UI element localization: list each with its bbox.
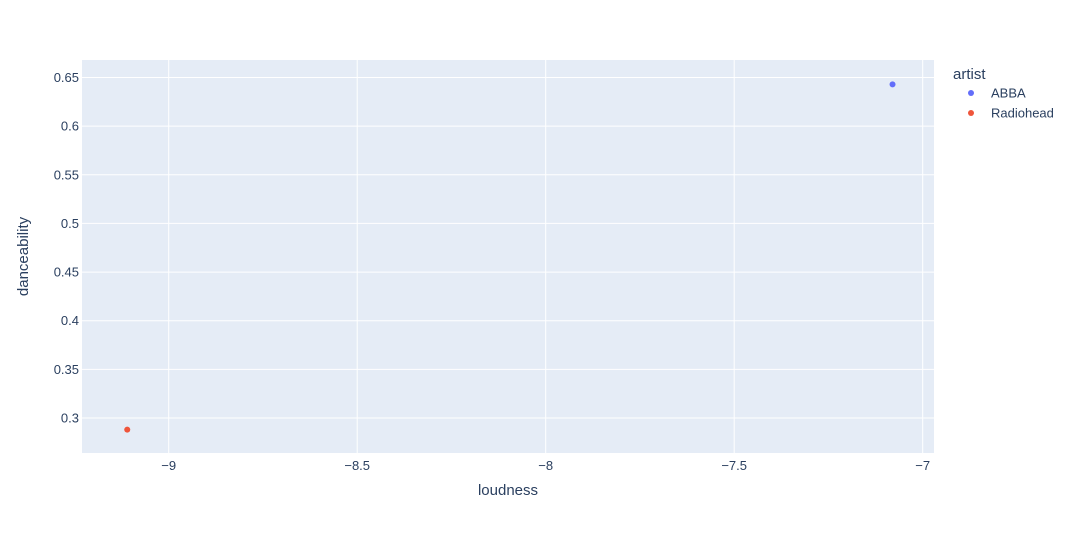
x-axis-title: loudness — [478, 482, 538, 499]
x-tick-label: −7.5 — [721, 458, 747, 473]
y-tick-label: 0.3 — [61, 410, 79, 425]
y-tick-label: 0.35 — [54, 362, 79, 377]
y-gridlines — [82, 77, 934, 419]
plot-area — [82, 60, 934, 453]
y-tick-labels: 0.3 0.35 0.4 0.45 0.5 0.55 0.6 0.65 — [54, 70, 79, 425]
x-tick-labels: −9 −8.5 −8 −7.5 −7 — [161, 458, 930, 473]
x-tick-label: −8.5 — [344, 458, 370, 473]
x-gridlines — [168, 60, 924, 453]
data-point[interactable] — [889, 81, 896, 88]
y-tick-label: 0.4 — [61, 313, 79, 328]
x-tick-label: −9 — [161, 458, 176, 473]
legend-items[interactable]: ABBA Radiohead — [968, 86, 1054, 121]
data-point[interactable] — [124, 426, 131, 433]
legend-marker — [968, 110, 974, 116]
legend-marker — [968, 90, 974, 96]
y-tick-label: 0.5 — [61, 216, 79, 231]
legend-label[interactable]: ABBA — [991, 86, 1026, 101]
y-tick-label: 0.65 — [54, 70, 79, 85]
legend[interactable]: artist ABBA Radiohead — [953, 66, 1054, 121]
data-points — [124, 81, 896, 433]
x-tick-label: −7 — [915, 458, 930, 473]
y-tick-label: 0.45 — [54, 265, 79, 280]
legend-title: artist — [953, 66, 986, 83]
legend-label[interactable]: Radiohead — [991, 106, 1054, 121]
y-axis-title: danceability — [15, 216, 32, 296]
y-tick-label: 0.55 — [54, 167, 79, 182]
y-tick-label: 0.6 — [61, 119, 79, 134]
x-tick-label: −8 — [538, 458, 553, 473]
